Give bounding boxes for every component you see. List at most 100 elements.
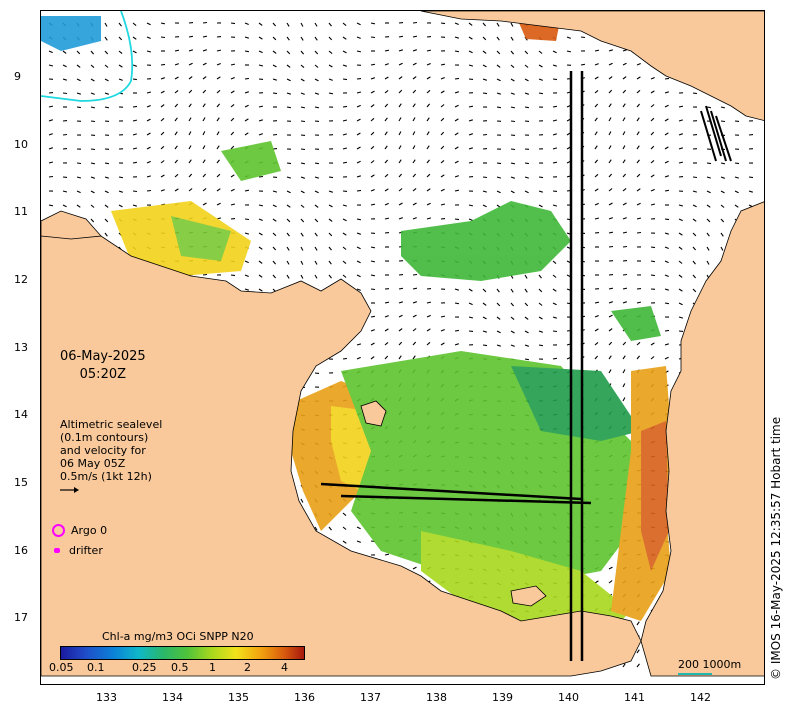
- velocity-arrow: [440, 203, 446, 206]
- velocity-arrow: [608, 103, 612, 108]
- velocity-arrow: [300, 22, 304, 27]
- velocity-arrow: [104, 92, 109, 95]
- velocity-arrow: [454, 77, 460, 80]
- velocity-arrow: [342, 218, 347, 222]
- velocity-arrow: [594, 131, 598, 136]
- velocity-arrow: [552, 330, 558, 333]
- velocity-arrow: [594, 159, 599, 164]
- map-panel[interactable]: [40, 10, 765, 685]
- velocity-arrow: [412, 89, 417, 94]
- velocity-arrow: [384, 355, 389, 360]
- velocity-arrow: [426, 301, 432, 304]
- velocity-arrow: [454, 288, 459, 291]
- velocity-arrow: [300, 50, 305, 55]
- velocity-arrow: [538, 78, 543, 81]
- velocity-arrow: [104, 64, 109, 68]
- velocity-arrow: [90, 204, 95, 208]
- velocity-arrow: [720, 218, 725, 223]
- velocity-arrow: [370, 117, 375, 122]
- velocity-arrow: [608, 202, 613, 206]
- velocity-arrow: [412, 173, 417, 178]
- velocity-arrow: [412, 355, 416, 360]
- velocity-arrow: [272, 64, 277, 68]
- velocity-arrow: [650, 342, 655, 346]
- velocity-arrow: [706, 204, 711, 208]
- velocity-arrow: [692, 232, 697, 237]
- velocity-arrow: [594, 202, 599, 206]
- velocity-arrow: [650, 203, 656, 206]
- velocity-arrow: [538, 190, 543, 193]
- velocity-arrow: [664, 246, 669, 250]
- velocity-arrow: [258, 260, 263, 264]
- velocity-arrow: [482, 22, 487, 27]
- velocity-arrow: [734, 204, 739, 208]
- velocity-arrow: [426, 173, 431, 178]
- velocity-arrow: [398, 131, 402, 136]
- velocity-arrow: [258, 204, 264, 207]
- velocity-arrow: [608, 131, 612, 136]
- velocity-arrow: [650, 174, 655, 178]
- velocity-arrow: [594, 103, 599, 108]
- velocity-arrow: [342, 357, 347, 360]
- velocity-arrow: [328, 274, 332, 279]
- velocity-arrow: [356, 232, 361, 235]
- velocity-arrow: [370, 329, 375, 332]
- velocity-arrow: [146, 118, 151, 122]
- velocity-arrow: [608, 355, 612, 360]
- velocity-arrow: [216, 145, 220, 150]
- velocity-arrow: [678, 133, 683, 136]
- velocity-arrow: [328, 526, 332, 531]
- velocity-arrow: [398, 355, 402, 360]
- velocity-arrow: [314, 246, 318, 251]
- argo-label: Argo 0: [71, 524, 108, 537]
- velocity-arrow: [384, 89, 389, 94]
- velocity-arrow: [454, 91, 459, 94]
- velocity-arrow: [370, 63, 375, 66]
- scale-bar: [678, 673, 712, 675]
- velocity-arrow: [650, 131, 655, 136]
- velocity-arrow: [384, 49, 390, 52]
- velocity-arrow: [622, 217, 627, 220]
- velocity-arrow: [650, 188, 655, 192]
- velocity-arrow: [314, 204, 319, 208]
- land-masses: [41, 11, 764, 677]
- velocity-arrow: [132, 161, 137, 164]
- velocity-arrow: [286, 190, 291, 194]
- velocity-arrow: [118, 190, 123, 193]
- velocity-arrow: [146, 160, 151, 164]
- velocity-arrow: [370, 203, 376, 206]
- velocity-arrow: [664, 260, 669, 264]
- velocity-arrow: [272, 22, 277, 27]
- velocity-arrow: [314, 92, 319, 95]
- velocity-arrow: [594, 188, 599, 192]
- velocity-arrow: [174, 89, 179, 94]
- altimetry-line: Altimetric sealevel: [60, 418, 163, 431]
- velocity-arrow: [720, 190, 725, 194]
- velocity-arrow: [398, 188, 403, 192]
- velocity-arrow: [286, 218, 291, 223]
- velocity-arrow: [230, 22, 236, 25]
- velocity-arrow: [678, 274, 683, 278]
- velocity-arrow: [468, 22, 473, 26]
- velocity-arrow: [454, 189, 460, 192]
- land-cape-york: [640, 201, 764, 677]
- velocity-arrow: [90, 176, 95, 179]
- velocity-arrow: [608, 217, 613, 220]
- velocity-arrow: [356, 526, 361, 530]
- velocity-arrow: [132, 133, 137, 136]
- velocity-arrow: [538, 316, 543, 320]
- velocity-arrow: [692, 218, 697, 222]
- velocity-arrow: [608, 188, 613, 192]
- velocity-arrow: [160, 63, 166, 66]
- velocity-arrow: [188, 62, 193, 66]
- velocity-arrow: [678, 147, 683, 150]
- velocity-arrow: [636, 301, 642, 304]
- velocity-arrow: [468, 204, 474, 207]
- velocity-arrow: [48, 161, 54, 164]
- altimetry-legend: Altimetric sealevel (0.1m contours) and …: [60, 418, 162, 494]
- velocity-arrow: [454, 50, 459, 53]
- velocity-arrow: [706, 106, 711, 109]
- velocity-arrow: [622, 341, 627, 346]
- velocity-arrow: [678, 246, 683, 250]
- velocity-arrow: [216, 62, 221, 66]
